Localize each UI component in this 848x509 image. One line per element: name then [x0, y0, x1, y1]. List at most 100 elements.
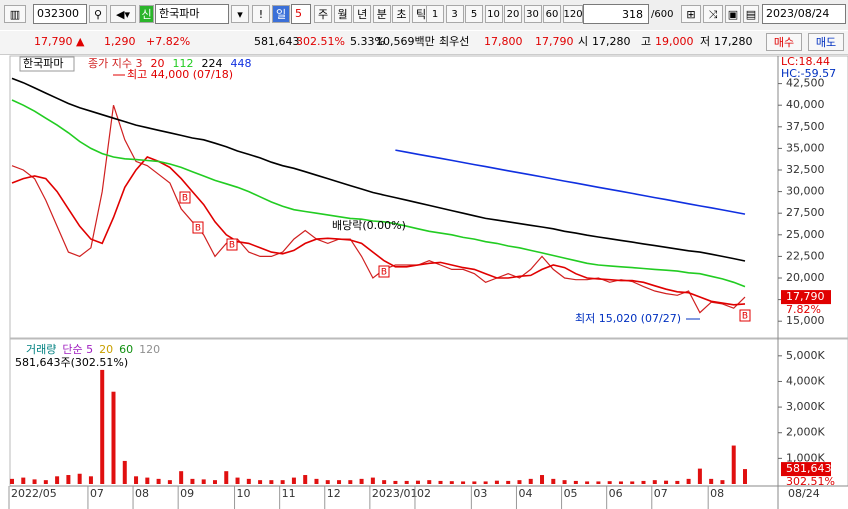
- volume-bar: [190, 478, 195, 484]
- volume-bar: [607, 481, 612, 484]
- tool-icon[interactable]: ⤨: [703, 5, 723, 23]
- count-option[interactable]: 120: [562, 5, 583, 23]
- alert-button[interactable]: !: [252, 5, 270, 23]
- x-tick-label: 03: [473, 487, 487, 500]
- volume-bar: [280, 480, 285, 484]
- tool-icon[interactable]: ⊞: [681, 5, 701, 23]
- legend-entry: 112: [172, 57, 193, 70]
- volume-bar: [134, 476, 139, 484]
- volume-note: 581,643주(302.51%): [15, 356, 128, 369]
- legend-entry: 20: [150, 57, 164, 70]
- direction: ▲: [76, 35, 85, 48]
- signal-label: B: [742, 312, 748, 322]
- x-tick-label: 07: [90, 487, 104, 500]
- y-tick-label: 15,000: [786, 314, 825, 327]
- menu-icon[interactable]: ▥: [4, 5, 26, 23]
- x-tick-label: 2022/05: [11, 487, 57, 500]
- volume-bar: [686, 478, 691, 484]
- volume-bar: [291, 477, 296, 484]
- volume-bar: [303, 475, 308, 484]
- stock-name[interactable]: 한국파마: [155, 4, 229, 24]
- count-option[interactable]: 20: [504, 5, 522, 23]
- volume-bar: [438, 480, 443, 484]
- volume-bar: [235, 477, 240, 484]
- x-tick-label: 2023/01: [372, 487, 418, 500]
- volume-bar: [32, 479, 37, 484]
- low-note: 최저 15,020 (07/27): [575, 312, 681, 325]
- count-option[interactable]: 3: [445, 5, 464, 23]
- shown-count: 318: [622, 8, 643, 21]
- volume-bar: [201, 479, 206, 484]
- count-option[interactable]: 1: [426, 5, 444, 23]
- signal-box: [179, 191, 191, 204]
- count-option[interactable]: 60: [543, 5, 561, 23]
- volume-bar: [337, 480, 342, 484]
- volume-bar: [179, 471, 184, 484]
- change-rate: +7.82%: [146, 35, 191, 48]
- chart-title: 한국파마: [23, 57, 63, 70]
- sound-button[interactable]: ◀▾: [110, 5, 136, 23]
- count-option[interactable]: 30: [523, 5, 542, 23]
- y-tick-label: 5,000K: [786, 349, 825, 362]
- volume-bar: [652, 480, 657, 484]
- volume-bar: [562, 480, 567, 484]
- high-label: 고: [641, 35, 652, 48]
- count-option[interactable]: 5: [465, 5, 483, 23]
- volume-bar: [573, 480, 578, 484]
- signal-label: B: [195, 224, 201, 234]
- x-tick-label: 11: [282, 487, 296, 500]
- date-input[interactable]: 2023/08/24: [762, 4, 846, 24]
- volume-bar: [325, 480, 330, 484]
- period-count[interactable]: 5: [291, 4, 311, 24]
- sell-button[interactable]: 매도: [808, 33, 844, 51]
- y-tick-label: 27,500: [786, 206, 825, 219]
- setting-icon[interactable]: ▤: [743, 5, 759, 23]
- x-tick-label: 12: [327, 487, 341, 500]
- code-input[interactable]: 032300: [33, 4, 87, 24]
- current-price-box: [781, 290, 831, 305]
- price-line: [11, 156, 746, 306]
- legend-entry: 거래량: [26, 343, 56, 356]
- volume: 581,643: [254, 35, 300, 48]
- volume-bar: [21, 477, 26, 484]
- volume-bar: [720, 480, 725, 484]
- volume-bar: [88, 476, 93, 484]
- volume-bar: [382, 480, 387, 484]
- volume-bar: [370, 477, 375, 484]
- volume-bar: [585, 481, 590, 484]
- period-option[interactable]: 분: [372, 5, 391, 23]
- price-line: [11, 99, 746, 288]
- save-icon[interactable]: ▣: [725, 5, 741, 23]
- volume-bar: [630, 481, 635, 484]
- period-option[interactable]: 년: [353, 5, 372, 23]
- period-option[interactable]: 주: [314, 5, 332, 23]
- volume-bar: [528, 478, 533, 484]
- signal-label: B: [182, 194, 188, 204]
- name-dropdown[interactable]: ▾: [231, 5, 249, 23]
- range-input[interactable]: [583, 4, 649, 24]
- period-option[interactable]: 초: [392, 5, 411, 23]
- y-tick-label: 3,000K: [786, 400, 825, 413]
- period-button[interactable]: 일: [272, 5, 290, 23]
- volume-bar: [731, 445, 736, 484]
- volume-ratio: 302.51%: [296, 35, 345, 48]
- x-tick-label: 09: [180, 487, 194, 500]
- buy-button[interactable]: 매수: [766, 33, 802, 51]
- volume-bar: [359, 478, 364, 484]
- search-button[interactable]: ⚲: [89, 5, 107, 23]
- volume-bar: [427, 480, 432, 484]
- y-tick-label: 42,500: [786, 77, 825, 90]
- volume-bar: [415, 480, 420, 484]
- y-tick-label: 37,500: [786, 120, 825, 133]
- legend-entry: 단순 5: [62, 343, 93, 356]
- ask: 17,800: [484, 35, 523, 48]
- legend-entry: 종가 지수 3: [88, 57, 142, 70]
- count-option[interactable]: 10: [484, 5, 503, 23]
- volume-bar: [461, 481, 466, 484]
- signal-label: B: [381, 268, 387, 278]
- x-tick-label: 08: [135, 487, 149, 500]
- period-option[interactable]: 월: [333, 5, 352, 23]
- amount: 10,569백만: [376, 35, 435, 48]
